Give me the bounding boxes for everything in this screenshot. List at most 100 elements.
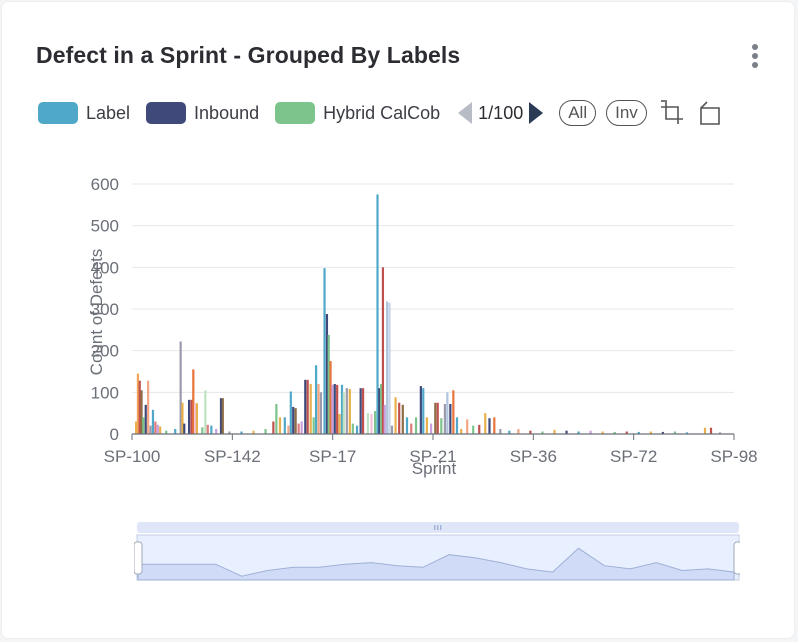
bar[interactable] bbox=[452, 390, 455, 434]
bar[interactable] bbox=[215, 429, 218, 434]
bar[interactable] bbox=[401, 404, 404, 434]
bar[interactable] bbox=[661, 431, 664, 434]
bar[interactable] bbox=[449, 404, 452, 434]
bar[interactable] bbox=[359, 388, 362, 434]
bar[interactable] bbox=[517, 429, 520, 434]
bar[interactable] bbox=[434, 402, 437, 434]
bar[interactable] bbox=[264, 429, 267, 434]
bar[interactable] bbox=[398, 402, 401, 434]
bar[interactable] bbox=[336, 384, 339, 434]
bar[interactable] bbox=[144, 404, 147, 434]
bar[interactable] bbox=[319, 392, 323, 434]
bar[interactable] bbox=[190, 399, 193, 434]
bar[interactable] bbox=[446, 392, 449, 434]
bar[interactable] bbox=[304, 379, 307, 434]
bar[interactable] bbox=[388, 302, 391, 434]
next-page-icon[interactable] bbox=[529, 102, 544, 124]
bar[interactable] bbox=[272, 421, 275, 435]
bar[interactable] bbox=[210, 425, 213, 434]
bar[interactable] bbox=[309, 384, 312, 434]
bar[interactable] bbox=[472, 425, 475, 434]
bar[interactable] bbox=[219, 398, 223, 434]
bar[interactable] bbox=[228, 431, 231, 435]
bar[interactable] bbox=[147, 380, 150, 434]
bar[interactable] bbox=[383, 404, 386, 434]
bar[interactable] bbox=[142, 417, 145, 434]
bar[interactable] bbox=[252, 430, 255, 434]
bar[interactable] bbox=[460, 429, 463, 434]
bar[interactable] bbox=[300, 421, 303, 435]
bar[interactable] bbox=[484, 413, 487, 434]
bar[interactable] bbox=[149, 425, 152, 434]
bar[interactable] bbox=[649, 431, 652, 435]
bar[interactable] bbox=[380, 384, 383, 434]
prev-page-icon[interactable] bbox=[458, 102, 473, 124]
bar[interactable] bbox=[325, 314, 329, 434]
bar[interactable] bbox=[366, 413, 369, 434]
bar[interactable] bbox=[436, 402, 439, 434]
bar[interactable] bbox=[151, 409, 155, 434]
bar[interactable] bbox=[499, 429, 502, 434]
bar[interactable] bbox=[156, 424, 159, 434]
bar[interactable] bbox=[135, 421, 138, 435]
bar[interactable] bbox=[283, 417, 286, 434]
grip-icon[interactable] bbox=[434, 525, 442, 530]
bar[interactable] bbox=[613, 431, 616, 434]
bar[interactable] bbox=[410, 423, 413, 434]
bar[interactable] bbox=[240, 431, 243, 435]
bar[interactable] bbox=[327, 334, 330, 434]
legend-item-inbound[interactable]: Inbound bbox=[146, 102, 259, 124]
bar[interactable] bbox=[673, 431, 676, 435]
bar[interactable] bbox=[289, 391, 292, 435]
bar[interactable] bbox=[206, 424, 209, 434]
bar[interactable] bbox=[329, 361, 332, 434]
bar[interactable] bbox=[508, 430, 511, 434]
bar[interactable] bbox=[204, 390, 207, 434]
bar[interactable] bbox=[405, 417, 409, 434]
bar[interactable] bbox=[685, 432, 689, 434]
inverse-selection-button[interactable]: Inv bbox=[606, 100, 647, 126]
zoom-area-icon[interactable] bbox=[659, 100, 685, 126]
bar[interactable] bbox=[136, 373, 140, 434]
bar[interactable] bbox=[455, 417, 459, 434]
bar[interactable] bbox=[287, 425, 290, 434]
bar[interactable] bbox=[355, 425, 359, 434]
bar[interactable] bbox=[390, 425, 394, 434]
bar[interactable] bbox=[478, 424, 481, 434]
bar[interactable] bbox=[419, 386, 422, 434]
bar[interactable] bbox=[351, 423, 354, 434]
kebab-icon[interactable] bbox=[748, 44, 762, 72]
bar[interactable] bbox=[381, 267, 385, 434]
bar[interactable] bbox=[493, 417, 496, 434]
bar[interactable] bbox=[386, 301, 389, 435]
datazoom-left-handle[interactable] bbox=[134, 541, 143, 575]
bar[interactable] bbox=[194, 403, 197, 434]
bar[interactable] bbox=[323, 268, 326, 434]
bar[interactable] bbox=[443, 404, 447, 434]
bar[interactable] bbox=[601, 431, 604, 435]
bar[interactable] bbox=[370, 414, 373, 434]
bar[interactable] bbox=[394, 397, 397, 434]
bar[interactable] bbox=[179, 341, 182, 435]
bar[interactable] bbox=[361, 388, 365, 434]
bar[interactable] bbox=[297, 423, 300, 434]
bar[interactable] bbox=[183, 423, 186, 434]
legend-item-hybrid-calcob[interactable]: Hybrid CalCob bbox=[275, 102, 440, 124]
bar[interactable] bbox=[221, 398, 224, 434]
datazoom-slider[interactable] bbox=[134, 522, 740, 584]
bar[interactable] bbox=[312, 417, 315, 434]
bar[interactable] bbox=[565, 430, 568, 434]
bar[interactable] bbox=[374, 411, 377, 434]
bar[interactable] bbox=[154, 421, 157, 435]
bar[interactable] bbox=[425, 417, 428, 434]
bar[interactable] bbox=[718, 432, 722, 434]
bar[interactable] bbox=[637, 431, 640, 434]
bar[interactable] bbox=[488, 418, 491, 434]
bar[interactable] bbox=[422, 388, 425, 434]
bar[interactable] bbox=[338, 414, 341, 434]
bar[interactable] bbox=[294, 408, 297, 434]
bar[interactable] bbox=[414, 417, 418, 434]
select-all-button[interactable]: All bbox=[559, 100, 597, 126]
bar[interactable] bbox=[306, 379, 309, 434]
bar[interactable] bbox=[440, 418, 443, 434]
